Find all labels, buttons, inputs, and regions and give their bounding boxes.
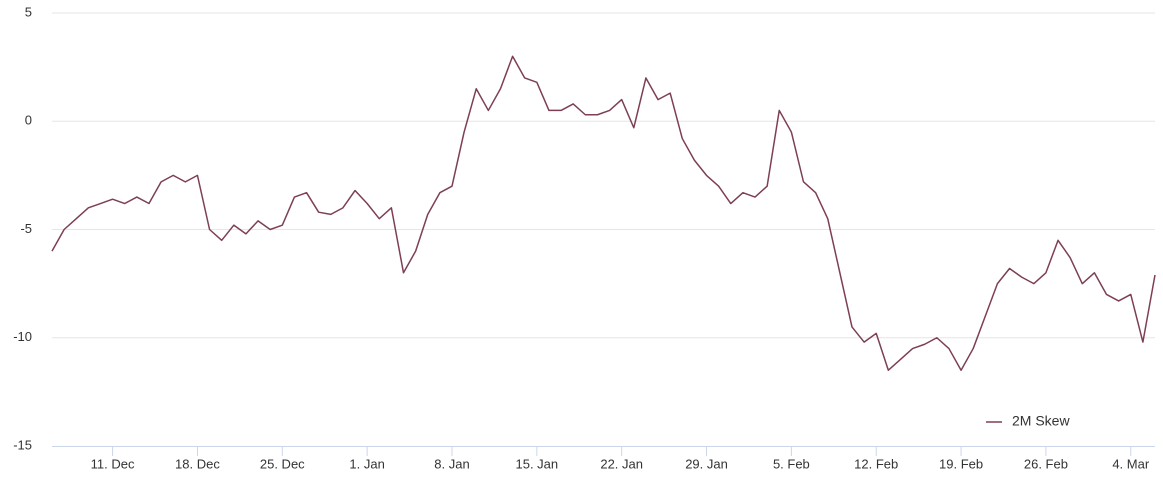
y-tick-label: -5 bbox=[20, 221, 32, 236]
x-tick-label: 1. Jan bbox=[349, 456, 384, 471]
x-tick-label: 4. Mar bbox=[1112, 456, 1150, 471]
y-tick-label: 5 bbox=[25, 4, 32, 19]
line-series bbox=[51, 55, 1156, 371]
x-tick-label: 22. Jan bbox=[600, 456, 643, 471]
x-tick-label: 12. Feb bbox=[854, 456, 898, 471]
y-tick-label: -10 bbox=[13, 329, 32, 344]
legend-label: 2M Skew bbox=[1012, 413, 1070, 429]
x-tick-label: 29. Jan bbox=[685, 456, 728, 471]
x-tick-label: 26. Feb bbox=[1024, 456, 1068, 471]
x-tick-label: 11. Dec bbox=[91, 456, 135, 471]
y-tick-label: 0 bbox=[25, 113, 32, 128]
x-tick-label: 18. Dec bbox=[175, 456, 220, 471]
x-tick-label: 19. Feb bbox=[939, 456, 983, 471]
x-tick-label: 15. Jan bbox=[516, 456, 559, 471]
x-tick-label: 25. Dec bbox=[260, 456, 305, 471]
y-tick-label: -15 bbox=[13, 437, 32, 452]
x-tick-label: 5. Feb bbox=[773, 456, 810, 471]
x-tick-label: 8. Jan bbox=[434, 456, 469, 471]
